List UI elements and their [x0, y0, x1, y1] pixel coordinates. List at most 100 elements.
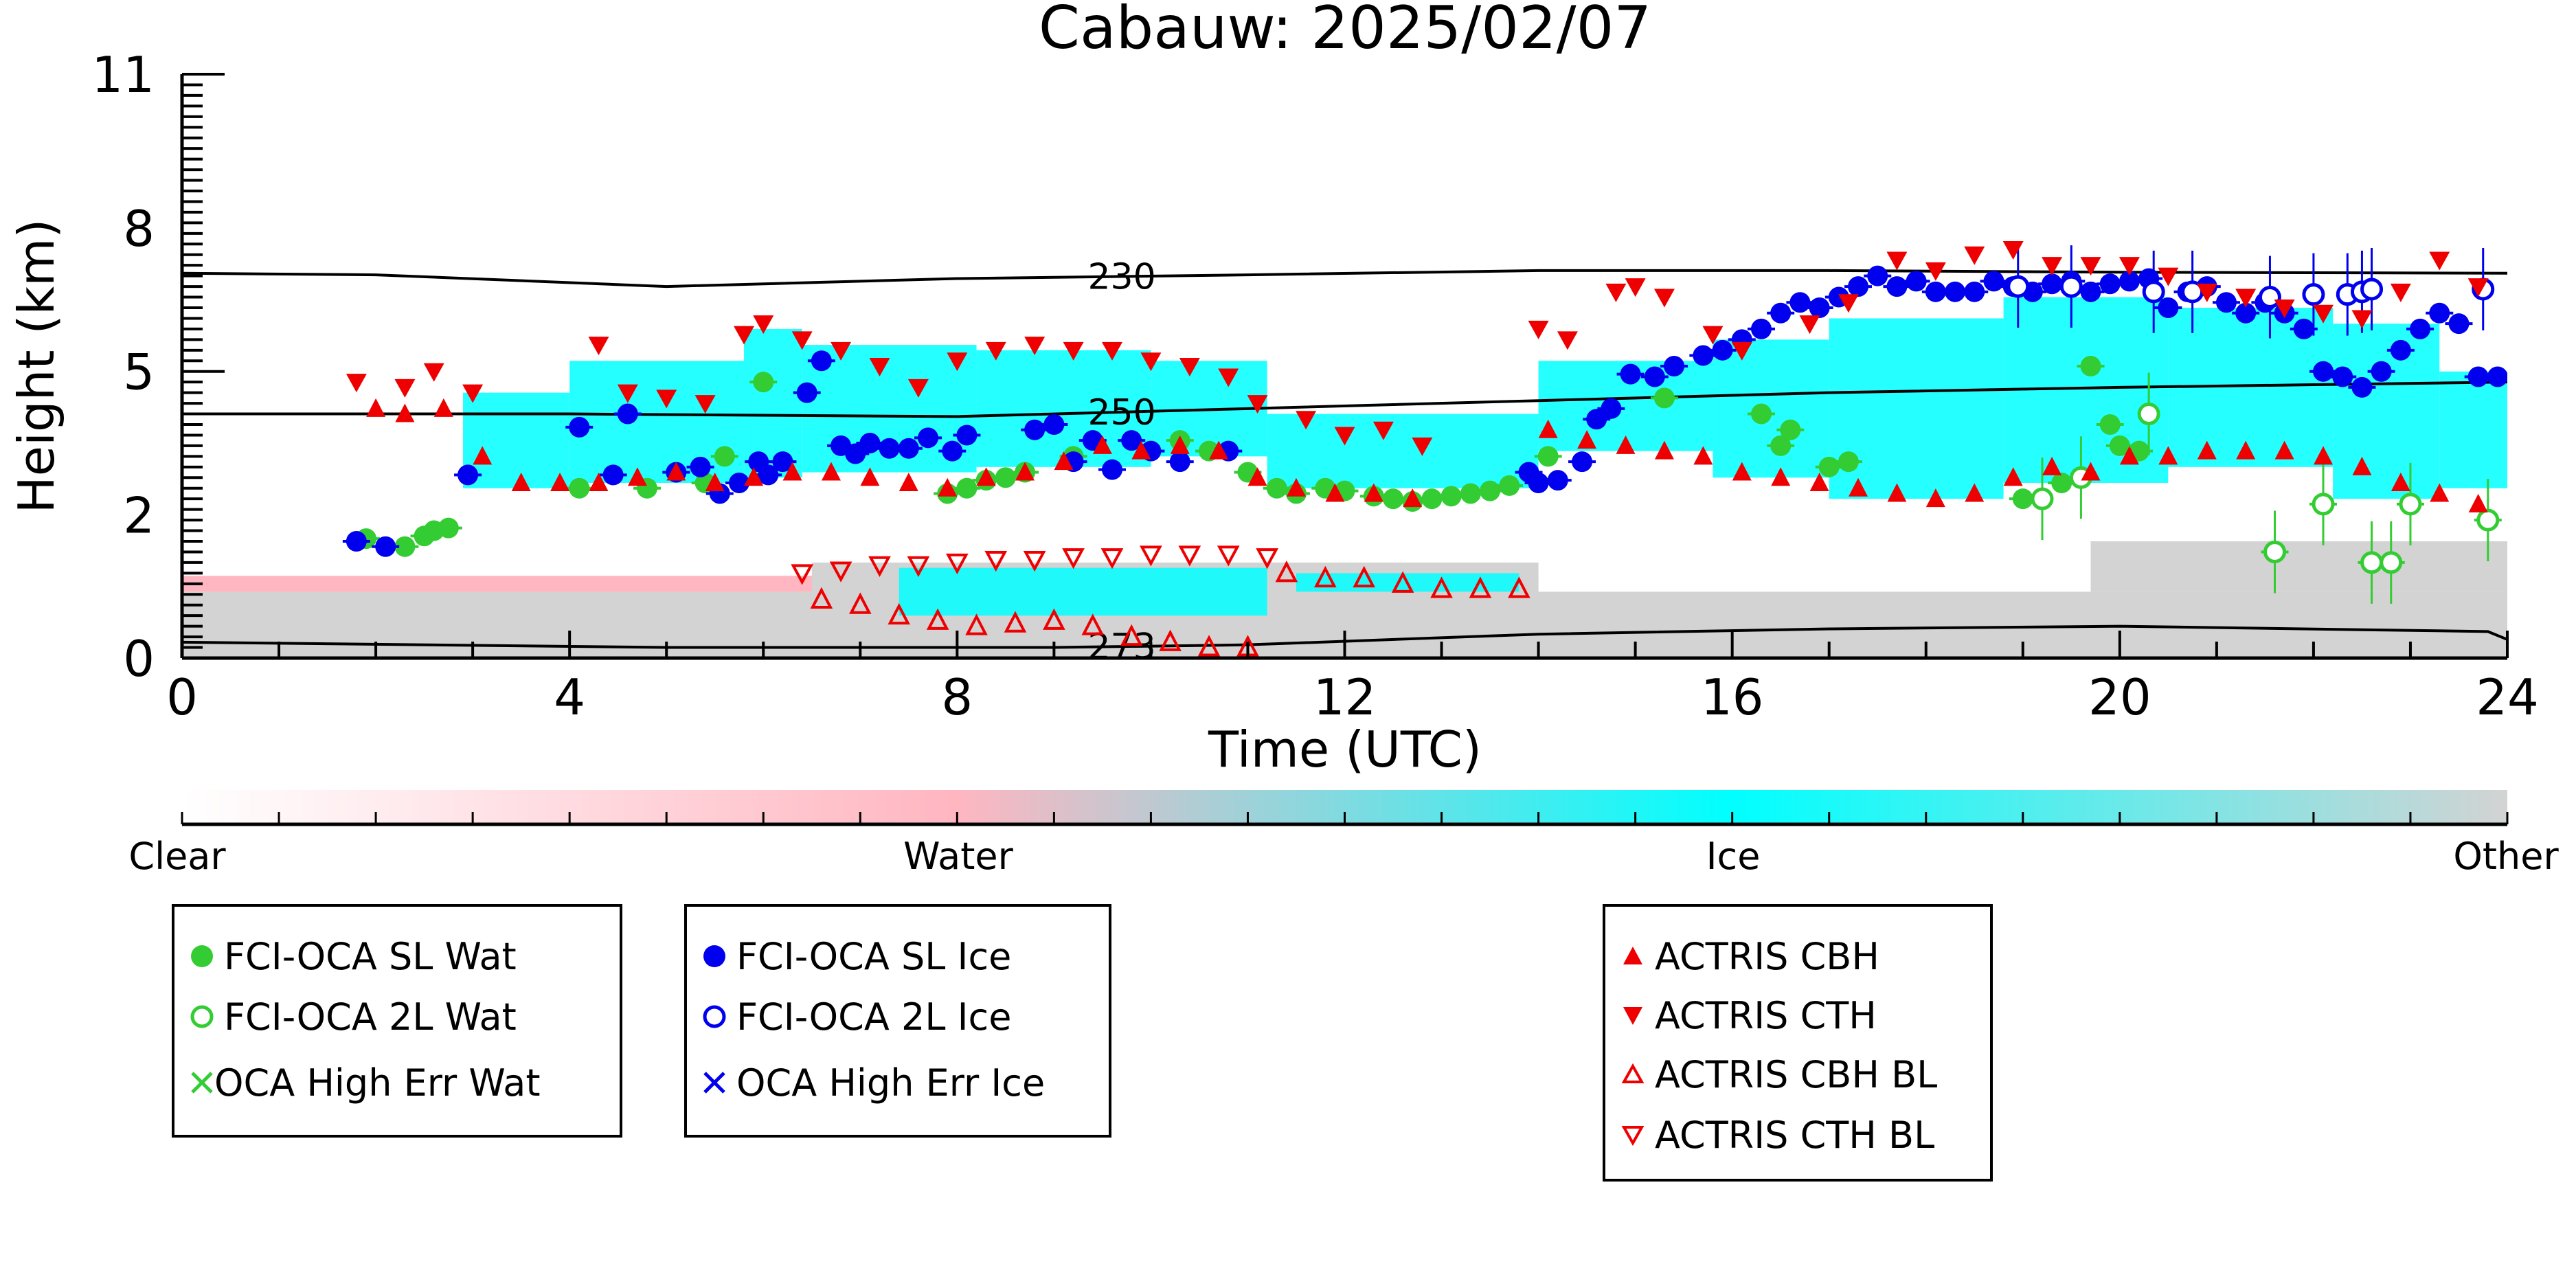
ice-phase-region — [2333, 324, 2440, 499]
legend-ice: FCI-OCA SL Ice FCI-OCA 2L Ice OCA High E… — [684, 904, 1111, 1138]
data-point — [1121, 430, 1142, 451]
data-point — [1403, 488, 1423, 508]
data-point — [879, 438, 900, 459]
data-point — [1179, 358, 1200, 376]
data-point — [2360, 278, 2384, 301]
data-point — [2429, 302, 2450, 324]
data-point — [796, 382, 817, 403]
data-point — [1964, 246, 1985, 265]
data-point — [602, 464, 624, 486]
legend-item: FCI-OCA SL Wat — [174, 929, 517, 984]
cloud-phase-field — [182, 297, 2507, 658]
data-point — [346, 374, 367, 393]
data-point — [1983, 271, 2004, 292]
data-point — [753, 315, 774, 335]
y-tick-label: 8 — [123, 200, 155, 258]
data-point — [375, 536, 396, 557]
data-point — [2059, 275, 2083, 298]
data-point — [2313, 361, 2334, 382]
x-axis-label: Time (UTC) — [1208, 721, 1482, 778]
data-point — [753, 372, 774, 393]
data-point — [848, 592, 872, 614]
data-point — [2332, 366, 2353, 387]
legend-label: FCI-OCA SL Ice — [736, 934, 1012, 978]
data-point — [462, 384, 484, 403]
legend-label: FCI-OCA 2L Ice — [736, 995, 1012, 1039]
data-point — [945, 553, 969, 575]
data-point — [831, 341, 852, 361]
data-point — [1043, 608, 1065, 630]
data-point — [1054, 451, 1074, 471]
x-tick-label: 24 — [2476, 668, 2539, 726]
data-point — [2002, 241, 2024, 260]
colorbar-label-clear: Clear — [128, 835, 226, 878]
isotherm-label: 273 — [1087, 626, 1155, 668]
x-tick-label: 4 — [554, 668, 585, 726]
ice-phase-region — [569, 361, 745, 483]
open-circle-icon — [187, 989, 217, 1044]
data-point — [1043, 414, 1065, 435]
chart-title: Cabauw: 2025/02/07 — [1039, 0, 1651, 63]
data-point — [423, 363, 444, 382]
data-point — [1925, 281, 1946, 302]
x-axis-ticks: 0 4 8 12 16 20 24 — [166, 631, 2539, 726]
legend-label: ACTRIS CBH — [1655, 934, 1879, 978]
data-point — [888, 602, 911, 625]
data-point — [859, 433, 881, 454]
legend-item: FCI-OCA 2L Ice — [687, 989, 1011, 1044]
data-point — [1538, 419, 1558, 438]
data-point — [2313, 304, 2334, 324]
data-point — [2196, 283, 2217, 302]
data-point — [2429, 251, 2450, 271]
data-point — [1120, 624, 1143, 646]
data-point — [1886, 251, 1908, 271]
data-point — [1644, 366, 1665, 387]
data-point — [2197, 440, 2217, 460]
data-point — [1780, 419, 1801, 440]
y-tick-label: 0 — [123, 630, 155, 688]
data-point — [656, 389, 677, 409]
data-point — [1601, 398, 1622, 419]
data-point — [2142, 280, 2165, 304]
data-point — [1256, 548, 1279, 569]
data-point — [829, 561, 852, 583]
data-point — [1275, 561, 1298, 583]
data-point — [947, 352, 968, 372]
open-circle-icon — [699, 989, 730, 1044]
data-point — [2109, 435, 2130, 456]
data-point — [1887, 483, 1907, 502]
ice-phase-region — [1713, 339, 1829, 478]
legend-item: OCA High Err Ice — [687, 1055, 1045, 1110]
isotherm-line — [182, 269, 2507, 289]
data-point — [2467, 278, 2489, 297]
data-point — [2390, 339, 2411, 361]
data-point — [869, 358, 890, 376]
data-point — [1334, 427, 1355, 446]
data-point — [1209, 440, 1229, 460]
legend-actris: ACTRIS CBH ACTRIS CTH ACTRIS CBH BL ACTR… — [1603, 904, 1993, 1182]
data-point — [2351, 376, 2373, 398]
data-point — [1015, 462, 1035, 481]
data-point — [845, 443, 866, 464]
x-tick-label: 12 — [1313, 668, 1377, 726]
legend-item: ACTRIS CTH BL — [1605, 1107, 1934, 1162]
data-point — [2467, 366, 2489, 387]
data-point — [2410, 318, 2431, 339]
data-point — [2235, 302, 2257, 324]
data-point — [1178, 545, 1201, 567]
data-point — [1421, 488, 1443, 510]
data-point — [457, 464, 479, 486]
colorbar-label-ice: Ice — [1706, 835, 1761, 878]
data-point — [1849, 477, 1868, 497]
data-point — [690, 456, 711, 477]
data-point — [1247, 395, 1268, 414]
data-point — [918, 427, 939, 449]
data-point — [868, 556, 891, 577]
data-point — [2137, 403, 2160, 426]
ice-phase-region — [463, 392, 570, 488]
data-point — [791, 331, 813, 350]
isotherm-contours: 230 250 273 — [182, 256, 2507, 668]
data-point — [1750, 403, 1772, 425]
data-point — [2119, 446, 2139, 465]
